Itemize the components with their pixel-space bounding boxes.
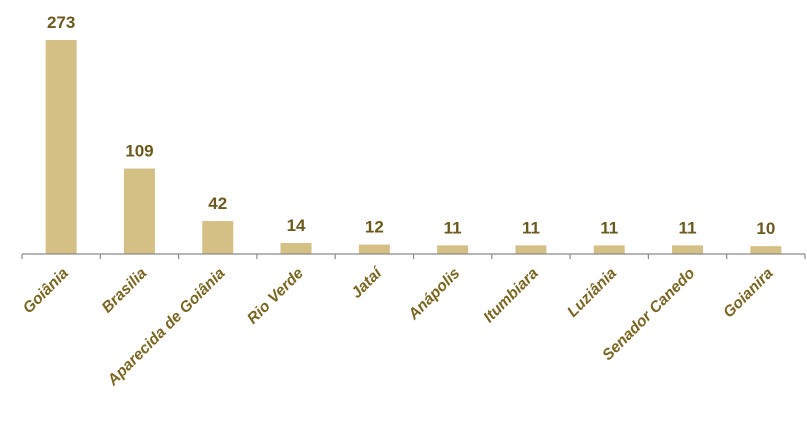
bars-group bbox=[45, 40, 782, 254]
value-labels: 273 109 42 14 12 11 11 11 11 10 bbox=[47, 13, 775, 238]
category-label: Goiânia bbox=[20, 265, 72, 317]
bar bbox=[593, 245, 625, 254]
bar bbox=[515, 245, 547, 254]
value-label: 11 bbox=[522, 218, 540, 237]
value-label: 109 bbox=[125, 142, 153, 161]
value-label: 10 bbox=[756, 219, 775, 238]
value-label: 273 bbox=[47, 13, 75, 32]
category-label: Luziânia bbox=[564, 265, 620, 321]
category-label: Goianira bbox=[720, 265, 777, 322]
bar bbox=[750, 246, 782, 254]
x-axis bbox=[21, 253, 806, 259]
value-label: 11 bbox=[600, 218, 618, 237]
bar bbox=[202, 221, 234, 254]
category-label: Rio Verde bbox=[244, 265, 307, 328]
bar bbox=[123, 168, 155, 254]
bar bbox=[437, 245, 469, 254]
value-label: 11 bbox=[444, 218, 462, 237]
bar bbox=[672, 245, 704, 254]
value-label: 11 bbox=[679, 218, 697, 237]
bar bbox=[358, 244, 390, 254]
value-label: 42 bbox=[208, 194, 227, 213]
category-label: Anápolis bbox=[404, 265, 463, 324]
value-label: 14 bbox=[287, 216, 306, 235]
category-label: Jataí bbox=[348, 264, 386, 302]
category-label: Brasilia bbox=[99, 265, 151, 317]
value-label: 12 bbox=[365, 218, 384, 237]
bar bbox=[45, 40, 77, 254]
category-label: Itumbiara bbox=[480, 265, 542, 327]
bar bbox=[280, 243, 312, 254]
